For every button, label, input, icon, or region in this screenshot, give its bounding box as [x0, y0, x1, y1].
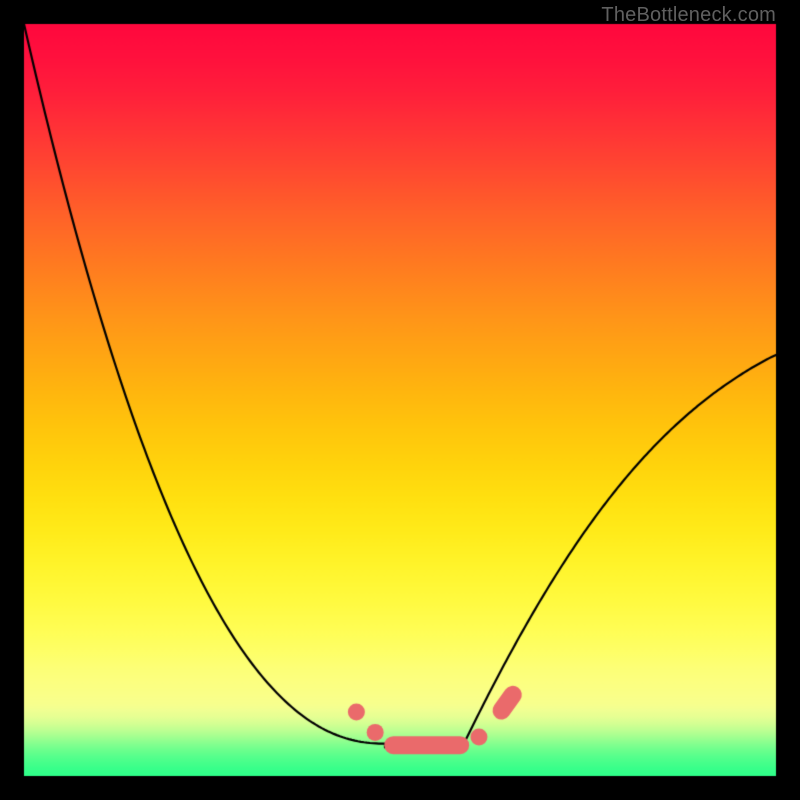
watermark-label: TheBottleneck.com	[601, 4, 776, 27]
bottleneck-chart	[0, 0, 800, 800]
